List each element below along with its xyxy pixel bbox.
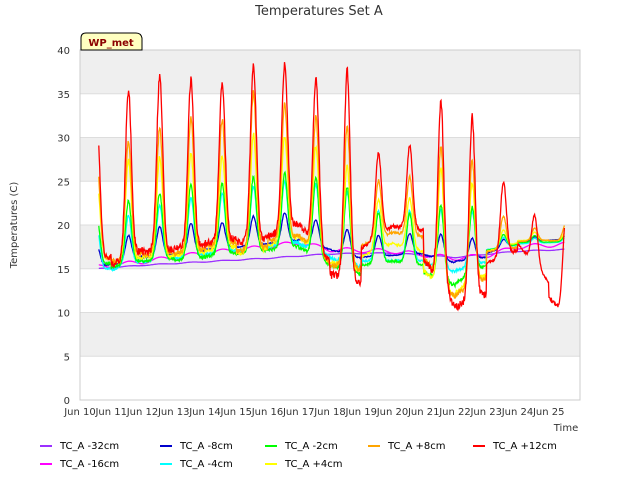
x-tick-label: Jun 20 bbox=[376, 407, 409, 418]
x-tick-label: Jun 14 bbox=[188, 407, 221, 418]
y-tick-label: 10 bbox=[57, 309, 70, 320]
y-tick-label: 40 bbox=[57, 46, 70, 57]
x-tick-label: Jun 16 bbox=[251, 407, 284, 418]
y-tick-label: 15 bbox=[57, 265, 70, 276]
y-tick-label: 30 bbox=[57, 134, 70, 145]
axes-layer: 0 5 10 15 20 25 30 35 40 Jun 10 Jun 11 Jun 12 Jun 13… bbox=[57, 46, 581, 418]
grid-band bbox=[80, 137, 580, 182]
x-tick-label: Jun 24 bbox=[501, 407, 534, 418]
y-tick-label: 25 bbox=[57, 177, 70, 188]
x-tick-label: Jun 21 bbox=[407, 407, 440, 418]
wp-met-badge: WP_met bbox=[80, 32, 143, 51]
series-layer bbox=[98, 62, 566, 312]
x-axis-label: Time bbox=[553, 423, 578, 434]
plot-background bbox=[80, 49, 580, 401]
wp-met-badge-label: WP_met bbox=[88, 38, 134, 49]
series-line bbox=[98, 90, 566, 300]
legend-label: TC_A +8cm bbox=[387, 441, 446, 452]
legend-label: TC_A -2cm bbox=[284, 441, 338, 452]
x-tick-label: Jun 13 bbox=[157, 407, 190, 418]
grid-band bbox=[80, 50, 580, 94]
legend: TC_A -32cm TC_A -8cm TC_A -2cm TC_A +8cm TC_… bbox=[40, 441, 557, 470]
chart-title: Temperatures Set A bbox=[254, 4, 383, 19]
x-tick-label: Jun 12 bbox=[126, 407, 159, 418]
legend-label: TC_A +12cm bbox=[492, 441, 557, 452]
y-tick-label: 20 bbox=[57, 221, 70, 232]
y-tick-label: 5 bbox=[64, 352, 70, 363]
series-line bbox=[98, 62, 566, 312]
x-tick-label: Jun 15 bbox=[219, 407, 252, 418]
x-tick-label: Jun 25 bbox=[532, 407, 565, 418]
y-tick-label: 35 bbox=[57, 90, 70, 101]
plot-border bbox=[79, 49, 581, 401]
y-tick-label: 0 bbox=[64, 396, 70, 407]
x-tick-label: Jun 22 bbox=[438, 407, 471, 418]
y-axis-label: Temperatures (C) bbox=[9, 182, 20, 270]
x-tick-label: Jun 19 bbox=[344, 407, 377, 418]
legend-label: TC_A +4cm bbox=[284, 459, 343, 470]
x-tick-label: Jun 10 bbox=[63, 407, 96, 418]
x-tick-label: Jun 17 bbox=[282, 407, 315, 418]
legend-label: TC_A -8cm bbox=[179, 441, 233, 452]
x-tick-label: Jun 23 bbox=[469, 407, 502, 418]
x-tick-label: Jun 18 bbox=[313, 407, 346, 418]
legend-label: TC_A -32cm bbox=[59, 441, 119, 452]
legend-label: TC_A -16cm bbox=[59, 459, 119, 470]
x-tick-label: Jun 11 bbox=[94, 407, 127, 418]
grid-band bbox=[80, 312, 580, 357]
legend-label: TC_A -4cm bbox=[179, 459, 233, 470]
